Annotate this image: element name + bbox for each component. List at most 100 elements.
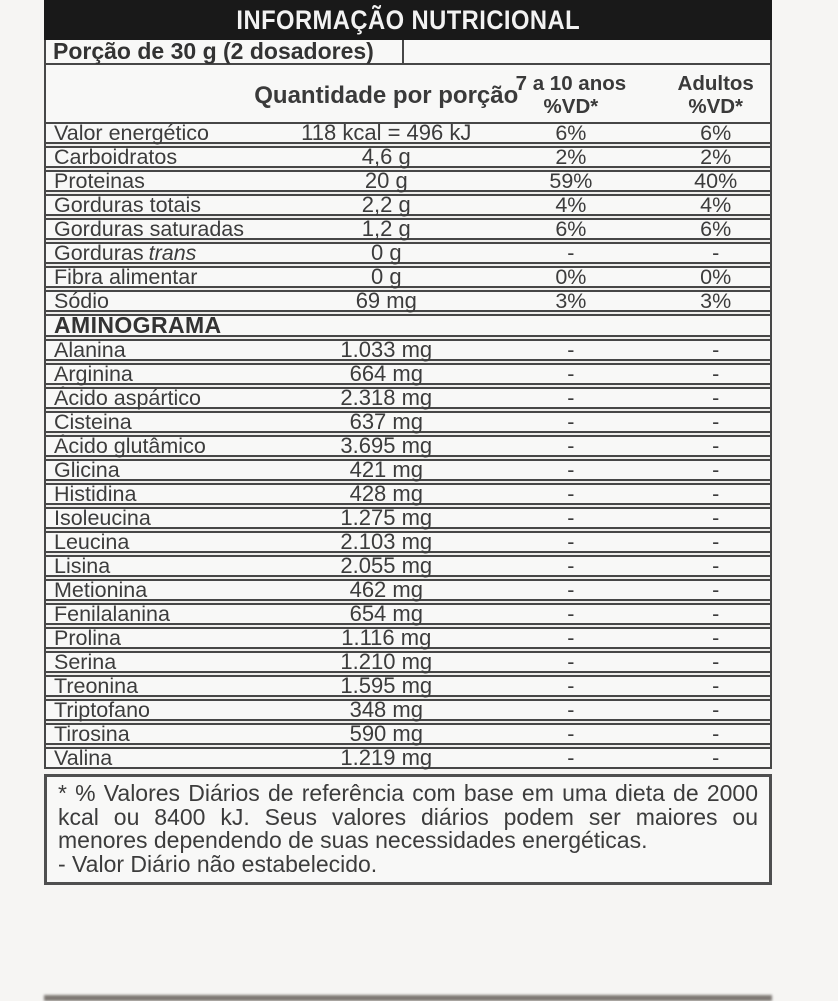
- amino-acid-label: Valina: [54, 745, 113, 770]
- amino-acid-row: Triptofano 348 mg - -: [46, 697, 770, 722]
- amino-acid-label: Lisina: [54, 553, 111, 578]
- amino-acid-row: Glicina 421 mg - -: [46, 457, 770, 482]
- nutrition-table: Porção de 30 g (2 dosadores) Quantidade …: [44, 38, 772, 770]
- vd-children-value: -: [567, 433, 575, 458]
- vd-adults-value: 3%: [700, 288, 732, 313]
- vd-adults-value: -: [712, 361, 720, 386]
- vd-children-value: -: [567, 625, 575, 650]
- nutrient-label: Sódio: [54, 288, 109, 313]
- vd-adults-value: -: [712, 529, 720, 554]
- vd-adults-value: -: [712, 721, 720, 746]
- amino-acid-label: Histidina: [54, 481, 137, 506]
- vd-children-value: -: [567, 673, 575, 698]
- vd-children-value: -: [567, 529, 575, 554]
- nutrient-quantity: 2,2 g: [361, 192, 411, 217]
- serving-size-box: Porção de 30 g (2 dosadores): [46, 38, 404, 64]
- vd-adults-value: -: [712, 433, 720, 458]
- vd-children-value: 6%: [555, 216, 587, 241]
- vd-children-value: -: [567, 337, 575, 362]
- amino-acid-label: Arginina: [54, 361, 133, 386]
- amino-acid-row: Prolina 1.116 mg - -: [46, 625, 770, 650]
- vd-adults-value: -: [712, 649, 720, 674]
- vd-children-value: -: [567, 601, 575, 626]
- amino-acid-quantity: 1.116 mg: [341, 625, 432, 650]
- nutrient-row: Carboidratos 4,6 g 2% 2%: [46, 144, 770, 169]
- nutrient-quantity: 118 kcal = 496 kJ: [301, 120, 472, 145]
- vd-children-value: -: [567, 697, 575, 722]
- nutrient-quantity: 4,6 g: [361, 144, 411, 169]
- vd-children-value: -: [567, 649, 575, 674]
- amino-acid-quantity: 590 mg: [349, 721, 423, 746]
- bottom-edge-strip: [44, 995, 772, 1001]
- amino-acid-label: Triptofano: [54, 697, 151, 722]
- amino-acid-label: Isoleucina: [54, 505, 151, 530]
- nutrient-row: Gorduras totais 2,2 g 4% 4%: [46, 192, 770, 217]
- footnote-daily-values: * % Valores Diários de referência com ba…: [58, 780, 758, 853]
- column-header-children-vd: 7 a 10 anos %VD*: [480, 72, 661, 118]
- nutrient-quantity: 20 g: [364, 168, 408, 193]
- amino-acid-quantity: 421 mg: [349, 457, 423, 482]
- vd-children-value: -: [567, 385, 575, 410]
- nutrient-label: Gorduras saturadas: [54, 216, 245, 241]
- vd-adults-value: 2%: [700, 144, 732, 169]
- vd-children-value: -: [567, 457, 575, 482]
- vd-children-value: -: [567, 481, 575, 506]
- amino-acid-row: Valina 1.219 mg - -: [46, 745, 770, 770]
- amino-acid-quantity: 1.210 mg: [340, 649, 433, 674]
- amino-acid-quantity: 428 mg: [349, 481, 423, 506]
- nutrient-label: Proteinas: [54, 168, 145, 193]
- vd-children-value: -: [567, 505, 575, 530]
- amino-acid-row: Treonina 1.595 mg - -: [46, 673, 770, 698]
- amino-acid-quantity: 1.275 mg: [340, 505, 433, 530]
- amino-acid-label: Fenilalanina: [54, 601, 170, 626]
- nutrient-label: Valor energético: [54, 120, 209, 145]
- column-header-adults-vd-line1: Adultos: [677, 72, 754, 95]
- vd-adults-value: 0%: [700, 264, 732, 289]
- serving-size-text: Porção de 30 g (2 dosadores): [53, 38, 374, 64]
- amino-acid-quantity: 1.033 mg: [340, 337, 433, 362]
- vd-children-value: -: [567, 577, 575, 602]
- vd-adults-value: -: [712, 409, 720, 434]
- vd-adults-value: -: [712, 577, 720, 602]
- amino-acid-label: Cisteina: [54, 409, 132, 434]
- vd-children-value: -: [567, 409, 575, 434]
- amino-acid-row: Leucina 2.103 mg - -: [46, 529, 770, 554]
- vd-adults-value: -: [712, 625, 720, 650]
- amino-acid-row: Cisteina 637 mg - -: [46, 409, 770, 434]
- vd-adults-value: -: [712, 673, 720, 698]
- footnote-box: * % Valores Diários de referência com ba…: [44, 774, 772, 885]
- vd-adults-value: -: [712, 337, 720, 362]
- vd-children-value: 3%: [555, 288, 587, 313]
- nutrient-row: Valor energético 118 kcal = 496 kJ 6% 6%: [46, 120, 770, 145]
- amino-acid-label: Prolina: [54, 625, 121, 650]
- vd-children-value: -: [567, 721, 575, 746]
- amino-acid-quantity: 1.219 mg: [340, 745, 433, 770]
- vd-children-value: -: [567, 745, 575, 770]
- vd-adults-value: -: [712, 553, 720, 578]
- vd-adults-value: 6%: [700, 216, 732, 241]
- amino-acid-quantity: 2.055 mg: [340, 553, 433, 578]
- nutrition-title: INFORMAÇÃO NUTRICIONAL: [236, 4, 580, 35]
- amino-acid-label: Leucina: [54, 529, 130, 554]
- amino-acid-row: Metionina 462 mg - -: [46, 577, 770, 602]
- serving-size-row: Porção de 30 g (2 dosadores): [46, 38, 770, 65]
- amino-acid-label: Alanina: [54, 337, 126, 362]
- amino-acid-row: Alanina 1.033 mg - -: [46, 337, 770, 362]
- column-header-adults-vd-line2: %VD*: [688, 94, 744, 118]
- amino-acid-quantity: 2.318 mg: [340, 385, 433, 410]
- amino-acid-label: Glicina: [54, 457, 120, 482]
- nutrient-row: Fibra alimentar 0 g 0% 0%: [46, 264, 770, 289]
- nutrient-row: Gorduras saturadas 1,2 g 6% 6%: [46, 216, 770, 241]
- vd-adults-value: 40%: [694, 168, 738, 193]
- amino-acid-quantity: 654 mg: [349, 601, 423, 626]
- column-header-children-vd-line2: %VD*: [543, 94, 599, 118]
- footnote-dash-note: - Valor Diário não estabelecido.: [58, 850, 378, 877]
- amino-acid-row: Histidina 428 mg - -: [46, 481, 770, 506]
- vd-adults-value: -: [712, 481, 720, 506]
- vd-adults-value: -: [712, 745, 720, 770]
- aminogram-section-header: AMINOGRAMA: [46, 312, 770, 338]
- amino-acid-quantity: 462 mg: [349, 577, 423, 602]
- vd-children-value: -: [567, 240, 575, 265]
- nutrient-label: Carboidratos: [54, 144, 178, 169]
- vd-children-value: 4%: [555, 192, 587, 217]
